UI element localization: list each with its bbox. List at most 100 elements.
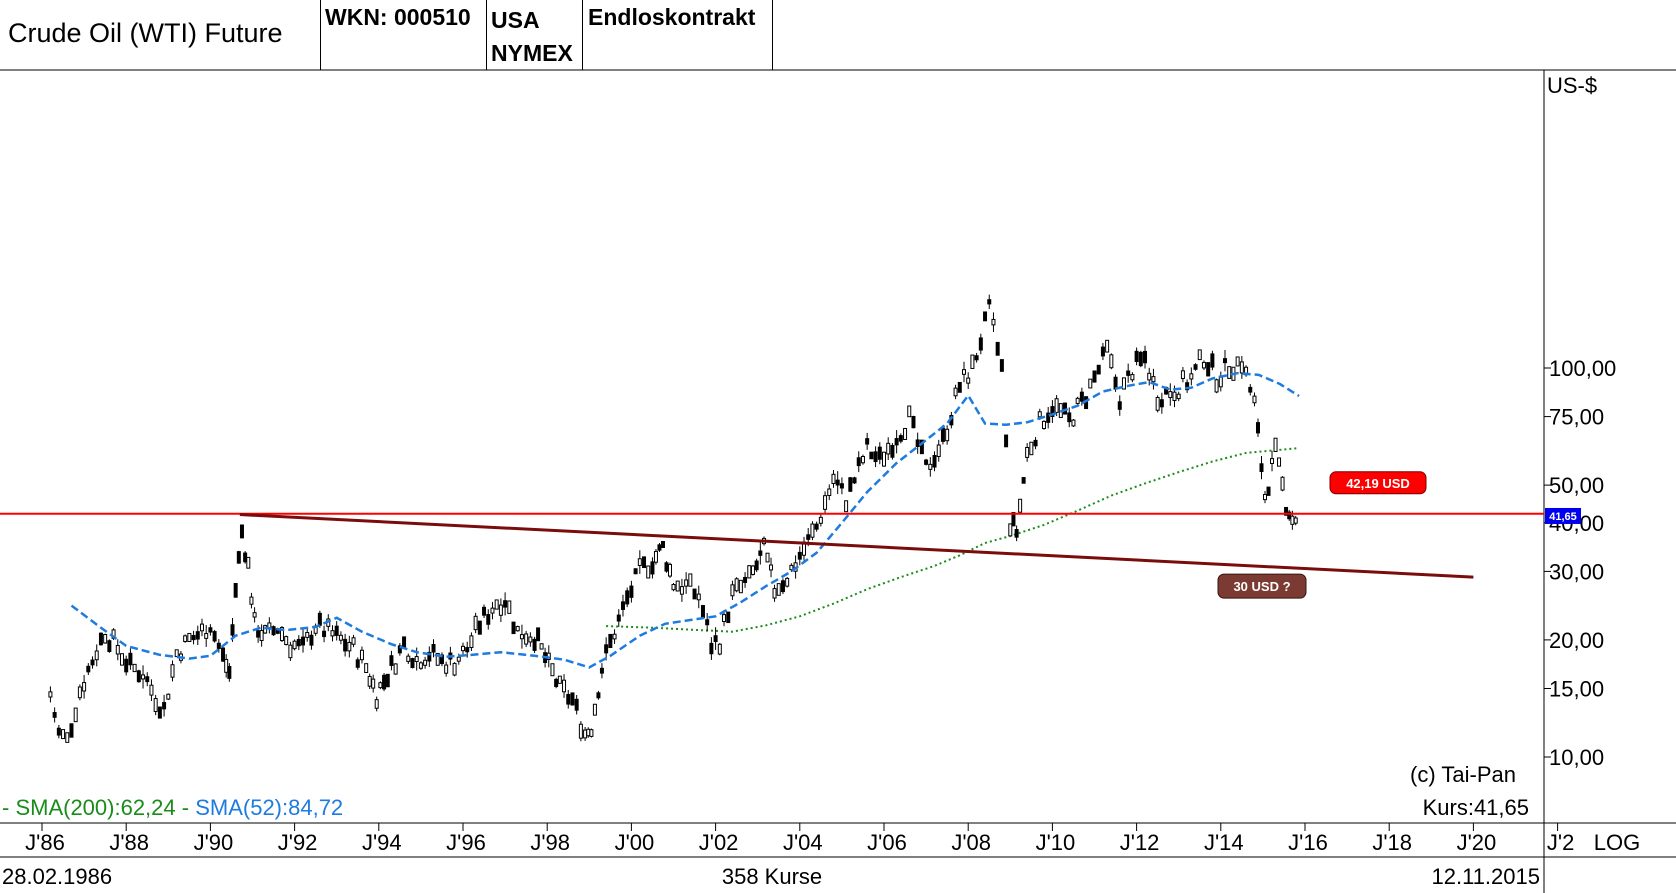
wkn-label: WKN: 000510 (321, 0, 487, 70)
price-candle (780, 580, 785, 593)
price-candle (382, 674, 387, 690)
price-candle (1252, 395, 1257, 404)
price-candle (616, 614, 621, 622)
price-candle (69, 723, 74, 738)
price-candle (692, 588, 697, 600)
price-candle (309, 634, 314, 646)
price-candle (860, 456, 865, 464)
price-candle (378, 682, 383, 689)
price-candle (477, 620, 482, 635)
price-candle (1235, 356, 1240, 367)
price-candle (153, 698, 158, 713)
price-candle (103, 633, 108, 644)
price-candle (717, 643, 722, 655)
price-candle (61, 729, 66, 740)
price-candle (882, 451, 886, 467)
price-candle (1172, 391, 1177, 402)
price-candle (823, 495, 828, 510)
price-candle (94, 650, 99, 661)
price-candle (970, 354, 975, 369)
trend-line (239, 513, 1474, 579)
price-candle (48, 691, 53, 698)
price-candle (141, 674, 146, 680)
price-candle (296, 638, 301, 647)
price-candle (907, 405, 912, 418)
trend-label-text: 30 USD ? (1233, 579, 1290, 594)
price-candle (987, 299, 992, 305)
ytick-label: 10,00 (1549, 745, 1604, 770)
price-candle (705, 619, 710, 626)
price-candle (374, 699, 379, 709)
price-candle (1197, 349, 1202, 361)
xtick-label: J'86 (25, 830, 65, 855)
price-candle (856, 457, 861, 467)
price-candle (827, 488, 832, 496)
price-candle (1037, 411, 1042, 418)
price-candle (519, 634, 524, 640)
price-candle (330, 630, 335, 637)
scale-mode-label[interactable]: LOG (1594, 830, 1640, 855)
price-candle (574, 698, 579, 711)
price-candle (961, 369, 966, 375)
price-candle (557, 675, 562, 684)
price-candle (233, 582, 238, 598)
price-candle (351, 637, 356, 645)
price-candle (1284, 506, 1289, 516)
price-candle (528, 636, 533, 643)
price-layer (48, 294, 1298, 743)
ytick-label: 100,00 (1549, 356, 1616, 381)
copyright-label: (c) Tai-Pan (1410, 762, 1516, 787)
trend-label: 30 USD ? (1217, 573, 1307, 599)
price-candle (1050, 406, 1055, 417)
price-candle (586, 728, 591, 737)
price-candle (650, 561, 655, 575)
price-candle (750, 565, 755, 575)
exchange-cell: USA NYMEX (487, 0, 583, 70)
price-candle (128, 652, 133, 666)
price-candle (1054, 398, 1059, 413)
price-candle (936, 444, 941, 457)
price-candle (227, 666, 232, 679)
price-candle (246, 556, 251, 569)
price-candle (418, 662, 423, 669)
price-candle (852, 477, 857, 484)
price-candle (1273, 437, 1278, 453)
price-candle (1004, 434, 1009, 448)
price-candle (789, 564, 794, 571)
price-candle (886, 442, 891, 455)
start-date-label: 28.02.1986 (2, 864, 112, 889)
price-candle (562, 679, 567, 693)
price-candle (1193, 364, 1198, 370)
price-candle (1029, 441, 1034, 456)
price-candle (532, 638, 537, 651)
price-candle (1293, 517, 1298, 524)
price-candle (657, 544, 662, 551)
price-candle (1046, 412, 1051, 423)
price-candle (667, 563, 672, 577)
legend-sma200: - SMA(200):62,24 (2, 795, 176, 820)
price-candle (507, 600, 512, 614)
price-candle (435, 652, 440, 666)
price-candle (515, 626, 520, 632)
price-candle (385, 673, 390, 688)
price-candle (1185, 382, 1190, 391)
price-candle (1189, 373, 1194, 380)
price-candle (642, 556, 647, 569)
price-candle (629, 585, 634, 598)
price-candle (279, 627, 284, 642)
price-candle (743, 576, 748, 583)
xtick-label: J'20 (1457, 830, 1497, 855)
price-candle (284, 636, 289, 645)
price-candle (107, 640, 112, 652)
price-candle (136, 670, 141, 683)
ytick-label: 30,00 (1549, 559, 1604, 584)
price-candle (1147, 372, 1152, 381)
price-candle (389, 655, 394, 666)
price-candle (452, 662, 457, 676)
price-candle (482, 606, 487, 616)
price-candle (1255, 422, 1260, 434)
price-candle (1075, 397, 1080, 404)
price-candle (957, 381, 962, 393)
price-candle (1008, 523, 1013, 537)
price-candle (187, 632, 192, 643)
